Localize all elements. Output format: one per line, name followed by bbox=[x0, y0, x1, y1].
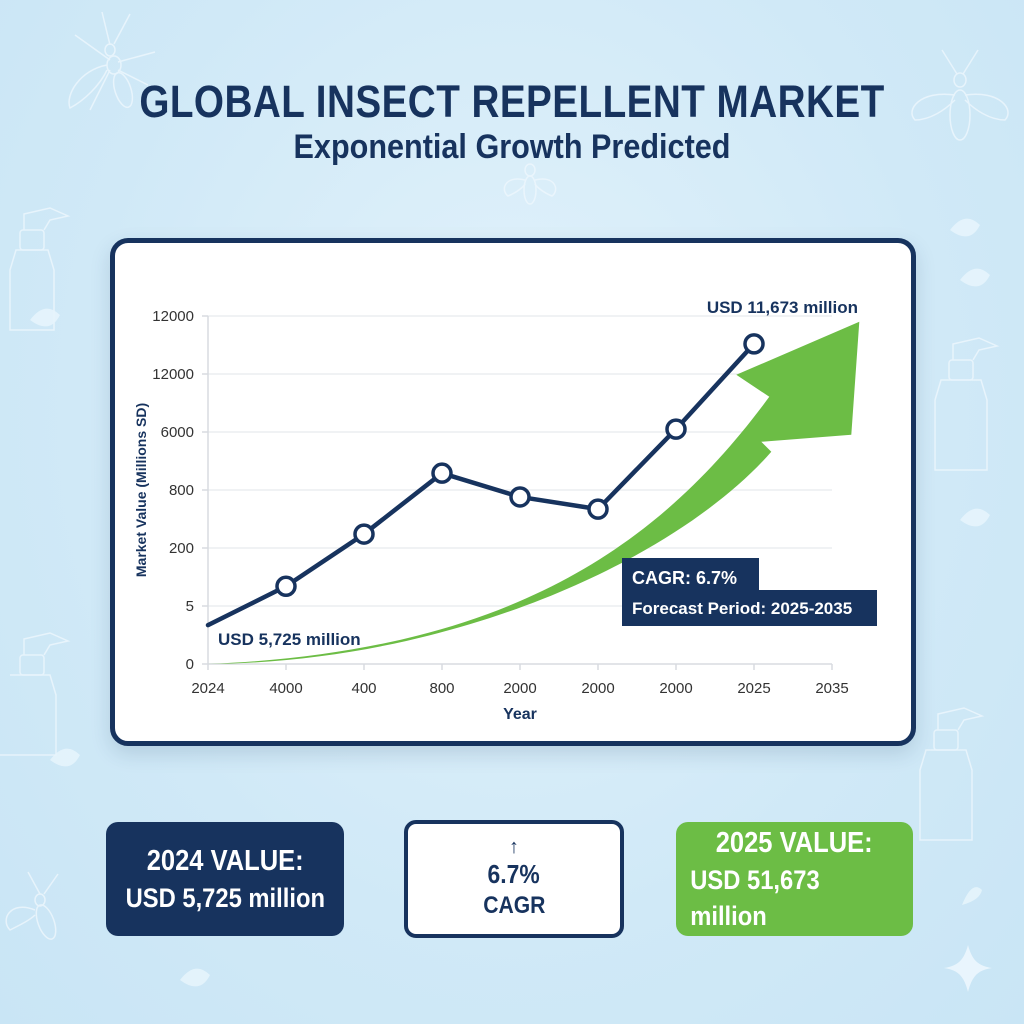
growth-trend-arrow bbox=[208, 321, 860, 664]
data-point-marker bbox=[743, 333, 765, 355]
kpi-cagr-label: CAGR bbox=[482, 892, 546, 919]
y-tick-label: 200 bbox=[169, 540, 194, 557]
kpi-2025-amount: USD 51,673 million bbox=[690, 865, 820, 931]
x-tick-label: 2024 bbox=[191, 680, 224, 697]
cagr-box-bottom bbox=[622, 590, 877, 626]
x-tick-label: 2000 bbox=[659, 680, 692, 697]
series-line bbox=[205, 341, 757, 628]
kpi-2025-value: 2025 VALUE: USD 51,673 million bbox=[676, 822, 913, 936]
page-subtitle: Exponential Growth Predicted bbox=[293, 128, 731, 166]
kpi-2024-value: 2024 VALUE: USD 5,725 million bbox=[106, 822, 344, 936]
x-axis-label: Year bbox=[503, 706, 537, 723]
x-axis-ticks: 2024 4000 400 800 2000 2000 2000 2025 2035 bbox=[191, 664, 849, 697]
kpi-cagr-value: 6.7% bbox=[487, 859, 541, 889]
data-point-marker bbox=[275, 575, 297, 598]
y-tick-label: 800 bbox=[169, 482, 194, 499]
kpi-2025-label: 2025 VALUE: bbox=[716, 827, 873, 859]
data-point-marker bbox=[431, 462, 453, 484]
kpi-2024-amount: USD 5,725 million bbox=[125, 883, 325, 913]
kpi-2024-label: 2024 VALUE: bbox=[146, 845, 304, 877]
series-markers bbox=[275, 333, 765, 598]
cagr-annotation: CAGR: 6.7% bbox=[632, 568, 737, 588]
x-tick-label: 800 bbox=[429, 680, 454, 697]
y-tick-label: 0 bbox=[186, 656, 194, 673]
x-tick-label: 2000 bbox=[581, 680, 614, 697]
x-tick-label: 4000 bbox=[269, 680, 302, 697]
data-point-marker bbox=[353, 523, 375, 545]
page-title: GLOBAL INSECT REPELLENT MARKET bbox=[139, 76, 885, 127]
annotation-start-value: USD 5,725 million bbox=[218, 630, 361, 649]
arrow-up-icon: ↑ bbox=[509, 836, 519, 858]
kpi-cagr: ↑ 6.7% CAGR bbox=[404, 820, 624, 938]
x-tick-label: 2000 bbox=[503, 680, 536, 697]
y-tick-label: 5 bbox=[186, 598, 194, 615]
annotation-end-value: USD 11,673 million bbox=[707, 298, 858, 317]
x-tick-label: 400 bbox=[351, 680, 376, 697]
data-point-marker bbox=[665, 418, 687, 440]
y-tick-label: 12000 bbox=[152, 308, 194, 325]
y-axis-ticks: 0 5 200 800 6000 12000 12000 bbox=[152, 308, 208, 673]
data-point-marker bbox=[509, 486, 531, 508]
y-tick-label: 6000 bbox=[161, 424, 194, 441]
y-tick-label: 12000 bbox=[152, 366, 194, 383]
x-tick-label: 2035 bbox=[815, 680, 848, 697]
y-axis-label: Market Value (Millions SD) bbox=[133, 403, 149, 577]
x-tick-label: 2025 bbox=[737, 680, 770, 697]
forecast-period-annotation: Forecast Period: 2025-2035 bbox=[632, 599, 852, 618]
cagr-box-top bbox=[622, 558, 759, 594]
data-point-marker bbox=[587, 498, 609, 520]
